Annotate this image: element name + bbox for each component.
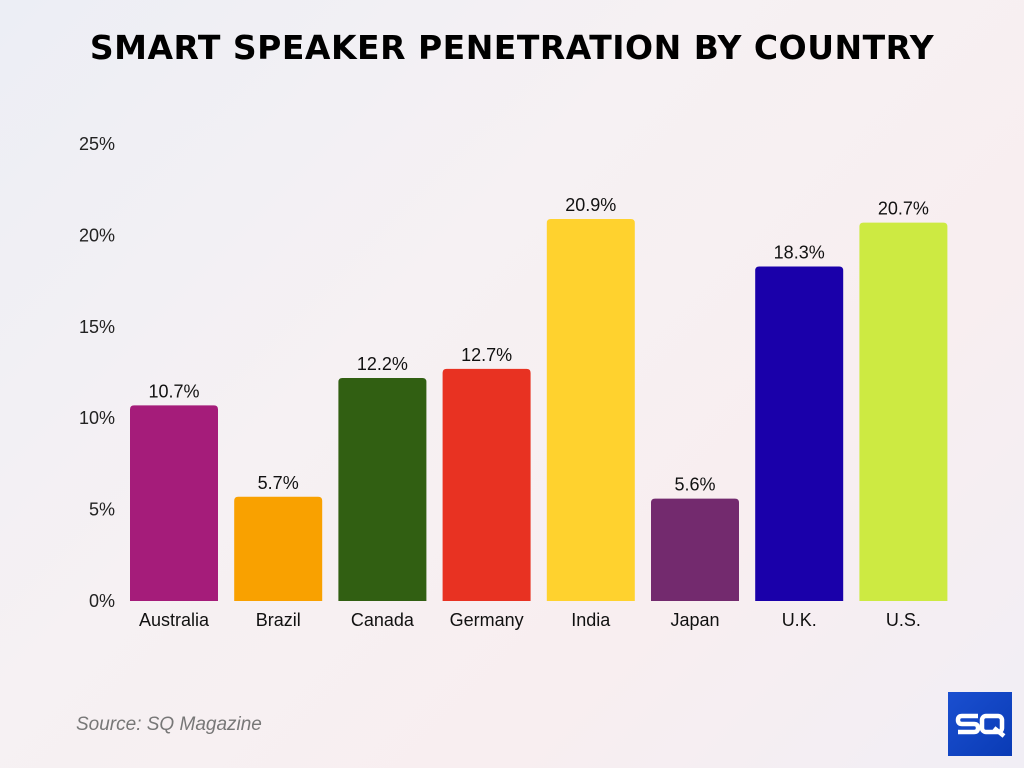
data-label: 18.3%	[774, 242, 825, 262]
x-tick-label: India	[571, 610, 611, 630]
x-tick-label: Japan	[670, 610, 719, 630]
bar-india	[546, 218, 635, 601]
bar-australia	[130, 405, 218, 601]
x-tick-label: U.K.	[782, 610, 817, 630]
y-tick-label: 25%	[79, 134, 115, 154]
data-label: 12.2%	[357, 354, 408, 374]
y-tick-label: 20%	[79, 225, 115, 245]
data-label: 10.7%	[148, 381, 199, 401]
y-tick-label: 15%	[79, 317, 115, 337]
x-tick-label: Australia	[139, 610, 210, 630]
bar-uk	[755, 266, 844, 601]
bar-germany	[442, 368, 531, 601]
data-label: 20.7%	[878, 199, 929, 219]
data-label: 5.7%	[258, 473, 299, 493]
x-tick-label: Canada	[351, 610, 415, 630]
bar-chart: 0% 5% 10% 15% 20% 25% 10.7% Australia 5.7% Brazil…	[79, 134, 948, 630]
y-tick-label: 5%	[89, 500, 115, 520]
bar-japan	[651, 498, 739, 601]
chart-title: SMART SPEAKER PENETRATION BY COUNTRY	[89, 28, 935, 67]
bar-us	[859, 222, 948, 601]
sq-magazine-logo	[948, 692, 1012, 756]
x-tick-label: Germany	[450, 610, 524, 630]
x-tick-label: U.S.	[886, 610, 921, 630]
data-label: 5.6%	[674, 475, 715, 495]
source-note: Source: SQ Magazine	[76, 714, 262, 735]
data-label: 20.9%	[565, 195, 616, 215]
bar-brazil	[234, 496, 323, 601]
bar-canada	[338, 377, 427, 601]
y-tick-label: 0%	[89, 591, 115, 611]
x-tick-label: Brazil	[256, 610, 301, 630]
data-label: 12.7%	[461, 345, 512, 365]
y-tick-label: 10%	[79, 408, 115, 428]
